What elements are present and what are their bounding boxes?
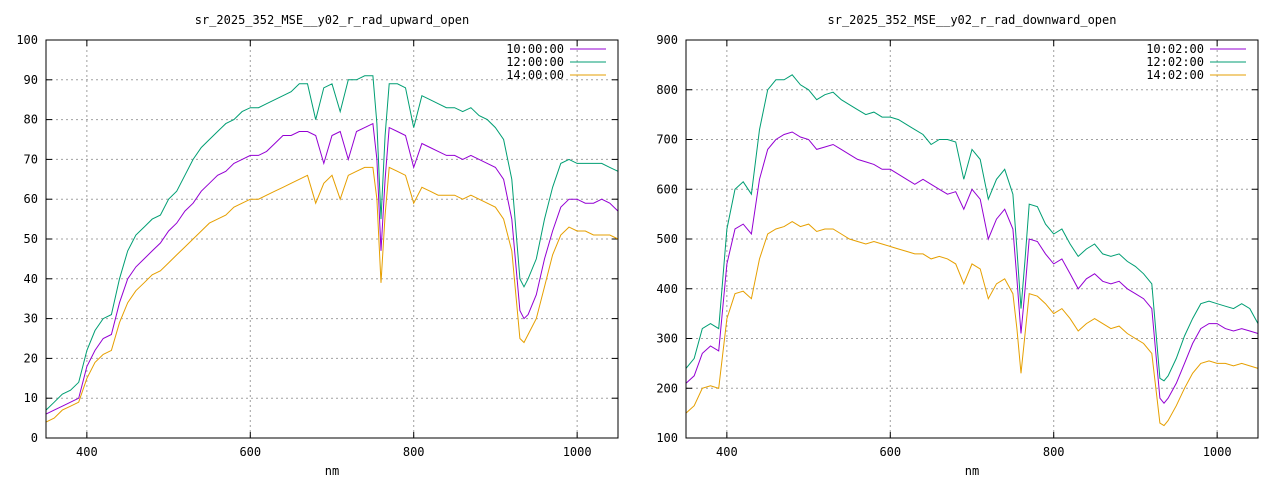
y-tick-label: 30 [24,312,38,326]
y-tick-label: 50 [24,232,38,246]
chart-title: sr_2025_352_MSE__y02_r_rad_upward_open [195,13,470,27]
y-tick-label: 700 [656,133,678,147]
x-tick-label: 400 [716,445,738,459]
legend-label: 14:02:00 [1146,68,1204,82]
y-tick-label: 200 [656,381,678,395]
y-tick-label: 80 [24,113,38,127]
y-tick-label: 300 [656,332,678,346]
series-line-1 [45,122,619,415]
chart-1: 0 10 20 30 40 50 60 70 80 90 100 400 600 800 1000 sr_20… [16,13,619,478]
y-tick-label: 70 [24,152,38,166]
legend-label: 12:02:00 [1146,55,1204,69]
legend-label: 10:02:00 [1146,42,1204,56]
chart-title: sr_2025_352_MSE__y02_r_rad_downward_open [828,13,1117,27]
x-tick-label: 400 [76,445,98,459]
series-line-3 [685,221,1259,427]
x-tick-label: 1000 [1203,445,1232,459]
series-line-2 [685,74,1259,382]
x-axis-label: nm [965,464,979,478]
chart-2: 100 200 300 400 500 600 700 800 900 400 600 800 1000… [656,13,1259,478]
y-tick-label: 400 [656,282,678,296]
x-tick-label: 600 [879,445,901,459]
y-tick-label: 40 [24,272,38,286]
x-tick-label: 600 [239,445,261,459]
y-tick-label: 100 [656,431,678,445]
plot-frame [45,39,619,439]
plot-frame [685,39,1259,439]
y-tick-label: 600 [656,182,678,196]
y-tick-label: 20 [24,351,38,365]
y-tick-label: 900 [656,33,678,47]
y-tick-label: 500 [656,232,678,246]
y-tick-label: 0 [31,431,38,445]
x-tick-label: 800 [1043,445,1065,459]
x-tick-label: 800 [403,445,425,459]
y-tick-label: 90 [24,73,38,87]
series-line-1 [685,131,1259,404]
y-tick-label: 100 [16,33,38,47]
legend-label: 10:00:00 [506,42,564,56]
y-tick-label: 800 [656,83,678,97]
x-tick-label: 1000 [563,445,592,459]
legend-label: 12:00:00 [506,55,564,69]
x-axis-label: nm [325,464,339,478]
y-tick-label: 60 [24,192,38,206]
series-line-3 [45,166,619,423]
y-tick-label: 10 [24,391,38,405]
series-line-2 [45,75,619,411]
legend-label: 14:00:00 [506,68,564,82]
